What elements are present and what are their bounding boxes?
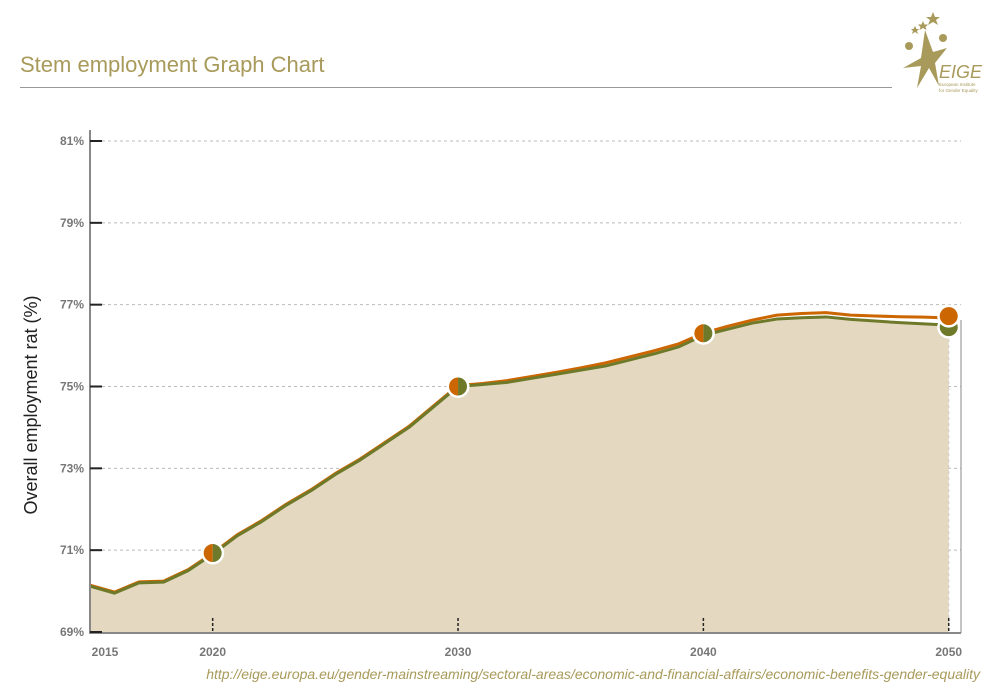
- marker-point: [212, 544, 222, 563]
- x-tick-label: 2015: [92, 645, 119, 659]
- y-tick-label: 69%: [60, 625, 84, 639]
- y-tick-label: 75%: [60, 380, 84, 394]
- y-tick-label: 79%: [60, 216, 84, 230]
- y-tick-label: 77%: [60, 298, 84, 312]
- marker-point: [458, 377, 468, 396]
- eige-logo: EIGE European Institute for Gender Equal…: [903, 12, 983, 93]
- marker-point: [449, 377, 459, 396]
- y-tick-label: 73%: [60, 461, 84, 475]
- svg-text:EIGE: EIGE: [939, 62, 983, 82]
- marker-point: [939, 307, 958, 326]
- marker-point: [703, 324, 713, 343]
- svg-text:for Gender Equality: for Gender Equality: [939, 88, 979, 93]
- marker-point: [694, 324, 704, 343]
- page-title: Stem employment Graph Chart: [20, 52, 325, 77]
- y-axis-label: Overall employment rat (%): [21, 295, 41, 514]
- y-tick-label: 81%: [60, 134, 84, 148]
- x-tick-label: 2020: [199, 645, 226, 659]
- svg-text:European Institute: European Institute: [939, 82, 976, 87]
- source-link[interactable]: http://eige.europa.eu/gender-mainstreami…: [206, 666, 980, 682]
- y-tick-label: 71%: [60, 543, 84, 557]
- series-line-1: [89, 315, 949, 595]
- title-divider: [20, 87, 892, 88]
- x-tick-label: 2030: [445, 645, 472, 659]
- x-tick-label: 2040: [690, 645, 717, 659]
- marker-point: [203, 544, 213, 563]
- x-tick-label: 2050: [935, 645, 962, 659]
- area-fill: [90, 316, 949, 632]
